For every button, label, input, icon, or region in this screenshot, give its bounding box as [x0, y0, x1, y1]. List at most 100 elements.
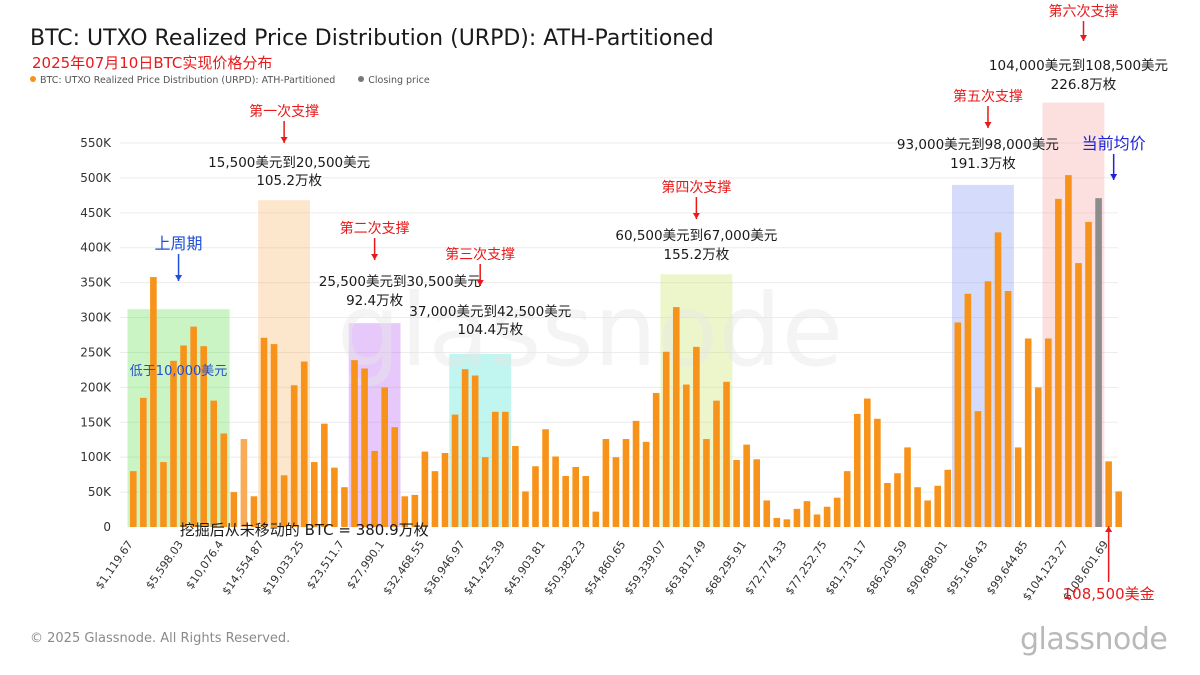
bar: [331, 467, 338, 527]
bar: [753, 459, 761, 527]
bar: [220, 433, 228, 527]
bar: [833, 497, 841, 527]
annotation-label: 第三次支撑: [445, 246, 515, 263]
legend-dot-icon: [358, 76, 365, 82]
bar: [160, 462, 167, 527]
x-tick-label: $86,209.59: [863, 538, 910, 597]
x-tick-label: $23,511.7: [304, 538, 347, 591]
x-axis: $1,119.67 $5,598.03$10,076.4$14,554.87$19…: [93, 538, 1111, 603]
bar: [672, 307, 680, 527]
annotation-label: 上周期: [155, 234, 203, 253]
glassnode-watermark: glassnode: [337, 272, 843, 389]
bar: [471, 375, 479, 527]
arrowhead-icon: [984, 122, 992, 128]
x-tick-label: $68,295.91: [702, 538, 749, 597]
bar: [260, 337, 268, 527]
bar: [552, 456, 559, 527]
bar: [190, 326, 197, 527]
bar: [944, 469, 952, 527]
bar: [1085, 221, 1092, 528]
arrowhead-icon: [692, 213, 700, 219]
annotation-label: 93,000美元到98,000美元: [897, 137, 1059, 153]
annotation-label: 104.4万枚: [457, 322, 523, 338]
y-tick-label: 400K: [80, 241, 112, 255]
legend-item-urpd[interactable]: BTC: UTXO Realized Price Distribution (U…: [30, 75, 335, 86]
annotation-label: 226.8万枚: [1051, 77, 1117, 93]
y-tick-label: 250K: [80, 345, 112, 359]
glassnode-logo: glassnode: [1020, 622, 1168, 657]
bar: [240, 439, 248, 527]
bar: [1004, 291, 1012, 527]
highlight-zone: [1042, 102, 1105, 527]
bar: [351, 360, 358, 527]
bar: [733, 459, 740, 527]
bar: [140, 397, 147, 527]
x-tick-label: $19,033.25: [260, 538, 307, 597]
bar: [300, 361, 308, 527]
bar: [371, 450, 378, 527]
x-tick-label: $99,644.85: [984, 538, 1031, 597]
bar: [290, 385, 298, 527]
y-tick-label: 450K: [80, 206, 112, 220]
arrowhead-icon: [1105, 526, 1113, 532]
bar: [713, 400, 720, 527]
bar: [853, 413, 861, 527]
bar: [683, 384, 690, 527]
bar: [210, 400, 218, 527]
annotation-label: 第一次支撑: [249, 103, 319, 120]
bar: [773, 517, 781, 527]
bar: [512, 446, 519, 527]
bar: [361, 368, 368, 527]
annotation-label: 104,000美元到108,500美元: [989, 58, 1168, 74]
y-tick-label: 100K: [80, 450, 112, 464]
copyright: © 2025 Glassnode. All Rights Reserved.: [30, 631, 291, 646]
bar: [823, 506, 831, 527]
bar: [652, 392, 660, 527]
bar: [1095, 198, 1102, 527]
annotation-label: 第四次支撑: [661, 179, 731, 196]
chart-title: BTC: UTXO Realized Price Distribution (U…: [30, 26, 714, 51]
legend: BTC: UTXO Realized Price Distribution (U…: [30, 75, 450, 86]
bar: [693, 346, 700, 527]
bar: [502, 411, 509, 527]
x-tick-label: $5,598.03: [143, 538, 186, 591]
bar: [1065, 175, 1072, 527]
bar: [612, 457, 620, 527]
annotation-label: 60,500美元到67,000美元: [615, 228, 777, 244]
highlight-zone: [952, 184, 1014, 527]
bar: [431, 471, 439, 527]
bar: [813, 514, 821, 527]
y-tick-label: 300K: [80, 311, 112, 325]
bar: [984, 281, 992, 527]
x-tick-label: $32,468.55: [381, 538, 428, 597]
annotation-label: 155.2万枚: [664, 247, 730, 263]
x-tick-label: $59,339.07: [622, 538, 669, 597]
x-tick-label: $41,425.39: [461, 538, 508, 597]
bar: [954, 322, 962, 527]
bar: [904, 447, 911, 527]
bar: [321, 423, 328, 527]
annotation-label: 第六次支撑: [1048, 3, 1118, 20]
legend-dot-icon: [30, 76, 36, 82]
bar: [310, 462, 318, 527]
x-tick-label: $95,166.43: [944, 538, 991, 597]
arrowhead-icon: [1110, 174, 1118, 180]
bar: [1105, 461, 1112, 527]
bar: [542, 429, 549, 527]
x-tick-label: $77,252.75: [783, 538, 830, 597]
y-tick-label: 50K: [88, 485, 112, 499]
annotation-label: 37,000美元到42,500美元: [409, 304, 571, 320]
x-tick-label: $14,554.87: [220, 538, 267, 597]
bar: [401, 496, 409, 527]
x-tick-label: $1,119.67: [93, 538, 136, 591]
bar: [662, 351, 670, 527]
legend-item-closing-price[interactable]: Closing price: [358, 75, 430, 86]
annotation-label: 当前均价: [1082, 134, 1146, 153]
bar: [723, 381, 730, 527]
bar: [964, 293, 972, 527]
bar: [1034, 387, 1042, 527]
bar: [602, 439, 610, 527]
bar: [381, 387, 388, 527]
arrowhead-icon: [175, 275, 183, 281]
